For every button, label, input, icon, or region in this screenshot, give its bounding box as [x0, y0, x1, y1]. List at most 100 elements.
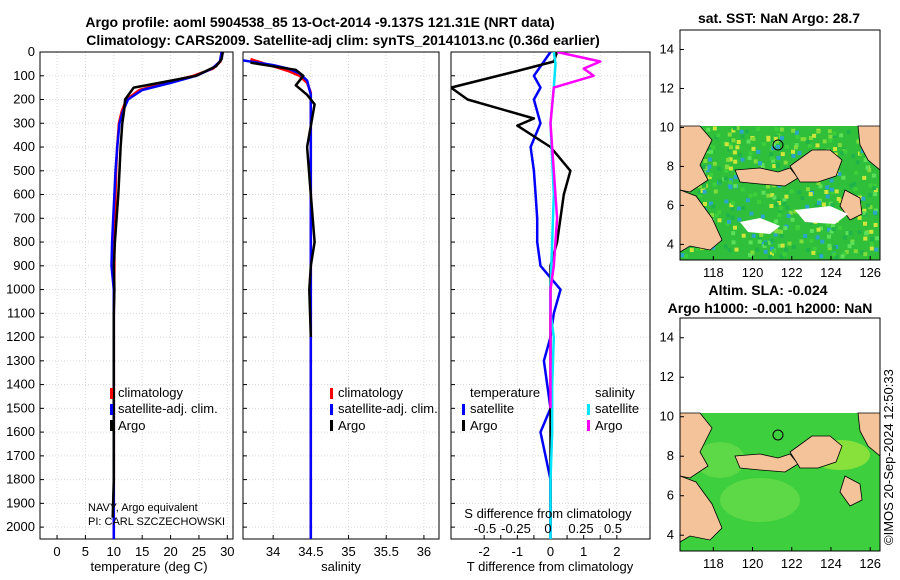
- sst-pixel: [730, 206, 735, 211]
- sst-pixel: [791, 128, 796, 133]
- sst-pixel: [834, 254, 839, 259]
- sst-pixel: [788, 210, 793, 215]
- sst-pixel: [724, 165, 729, 170]
- sst-pixel: [755, 247, 760, 252]
- sst-pixel: [794, 130, 799, 135]
- legend-label-climatology: climatology: [338, 385, 404, 400]
- title-line1: Argo profile: aoml 5904538_85 13-Oct-201…: [85, 14, 554, 30]
- x-tick-label: 35.5: [374, 544, 399, 559]
- sst-pixel: [836, 197, 841, 201]
- temperature-xlabel: temperature (deg C): [90, 559, 207, 574]
- legend-marker-temp-satellite: [462, 404, 465, 415]
- map-y-tick-label: 4: [667, 236, 674, 251]
- sst-pixel: [695, 246, 700, 251]
- sst-pixel: [757, 239, 762, 244]
- cloud-gap: [795, 206, 848, 224]
- sst-pixel: [730, 215, 735, 220]
- sst-pixel: [762, 243, 767, 248]
- sst-pixel: [849, 183, 854, 188]
- series-line-temperature-satellite: [529, 52, 562, 539]
- series-line-salinity-argo: [549, 52, 602, 409]
- sst-pixel: [873, 210, 878, 215]
- sst-pixel: [731, 128, 736, 133]
- sst-pixel: [869, 242, 874, 247]
- sst-pixel: [732, 150, 737, 155]
- sst-pixel: [825, 185, 830, 190]
- salinity-axes-frame: [242, 51, 440, 540]
- sst-pixel: [838, 225, 843, 230]
- sst-pixel: [711, 204, 716, 209]
- sst-pixel: [734, 247, 739, 252]
- sst-pixel: [853, 187, 858, 192]
- secondary-tick: -0.5: [474, 521, 496, 536]
- y-tick-label: 400: [13, 139, 35, 154]
- sst-pixel: [777, 243, 782, 248]
- sst-pixel: [771, 158, 776, 163]
- sst-pixel: [745, 198, 750, 203]
- legend-header-salinity: salinity: [595, 385, 635, 400]
- y-tick-label: 1100: [7, 305, 35, 320]
- sst-map: sat. SST: NaN Argo: 28.7 118 120 122 124 126…: [660, 10, 882, 280]
- legend-marker-argo: [110, 420, 113, 431]
- sst-pixel: [841, 175, 846, 180]
- sst-pixel: [800, 196, 805, 201]
- sst-pixel: [767, 240, 771, 245]
- salinity-legend: climatology satellite-adj. clim. Argo: [330, 385, 438, 433]
- legend-marker-sal-satellite: [587, 404, 590, 415]
- sst-pixel: [733, 159, 738, 164]
- sst-pixel: [783, 166, 788, 171]
- legend-label-sal-satellite: satellite: [595, 401, 639, 416]
- sst-pixel: [757, 235, 762, 240]
- sst-pixel: [833, 147, 837, 151]
- sst-pixel: [837, 171, 842, 176]
- sst-map-title: sat. SST: NaN Argo: 28.7: [698, 10, 860, 26]
- sst-pixel: [774, 134, 779, 139]
- legend-label-argo: Argo: [338, 418, 365, 433]
- y-tick-label: 1900: [6, 495, 35, 510]
- sst-pixel: [827, 227, 832, 232]
- sst-pixel: [861, 211, 866, 215]
- sst-pixel: [698, 190, 703, 195]
- land-mass: [857, 412, 880, 457]
- sst-pixel: [772, 195, 777, 200]
- sst-pixel: [727, 147, 732, 152]
- sst-pixel: [860, 250, 865, 255]
- sst-pixel: [735, 126, 740, 130]
- sst-pixel: [766, 193, 771, 198]
- sst-pixel: [763, 241, 768, 246]
- sst-pixel: [814, 203, 819, 208]
- argo-position-marker: [772, 429, 784, 441]
- sst-pixel: [735, 145, 740, 150]
- sst-pixel: [705, 149, 710, 154]
- map-x-tick-label: 122: [781, 556, 803, 571]
- sst-pixel: [774, 202, 779, 207]
- series-line-temperature-argo: [451, 52, 572, 528]
- annotation-pi: PI: CARL SZCZECHOWSKI: [88, 516, 225, 528]
- sst-pixel: [711, 145, 716, 150]
- sst-pixel: [744, 129, 749, 134]
- sst-pixel: [821, 202, 826, 207]
- sst-pixel: [874, 208, 878, 213]
- title-line2: Climatology: CARS2009. Satellite-adj cli…: [86, 32, 600, 48]
- sst-pixel: [863, 252, 868, 257]
- sst-pixel: [701, 165, 706, 169]
- sst-pixel: [769, 204, 774, 208]
- land-mass: [789, 435, 843, 469]
- sst-pixel: [820, 239, 825, 244]
- x-tick-label: -1: [512, 544, 524, 559]
- sst-pixel: [809, 228, 814, 233]
- x-tick-label: 35: [341, 544, 355, 559]
- difference-xlabel: T difference from climatology: [467, 559, 634, 574]
- sst-pixel: [726, 213, 731, 218]
- sst-pixel: [780, 136, 784, 141]
- land-mass: [839, 189, 863, 221]
- sst-pixel: [748, 151, 753, 156]
- x-tick-label: 10: [107, 544, 121, 559]
- sst-pixel: [774, 219, 779, 224]
- sst-pixel: [861, 196, 866, 201]
- series-line-argo: [111, 52, 225, 518]
- sla-map-frame: [679, 317, 881, 552]
- sst-pixel: [733, 175, 738, 180]
- sst-pixel: [819, 254, 824, 259]
- sst-pixel: [853, 249, 858, 254]
